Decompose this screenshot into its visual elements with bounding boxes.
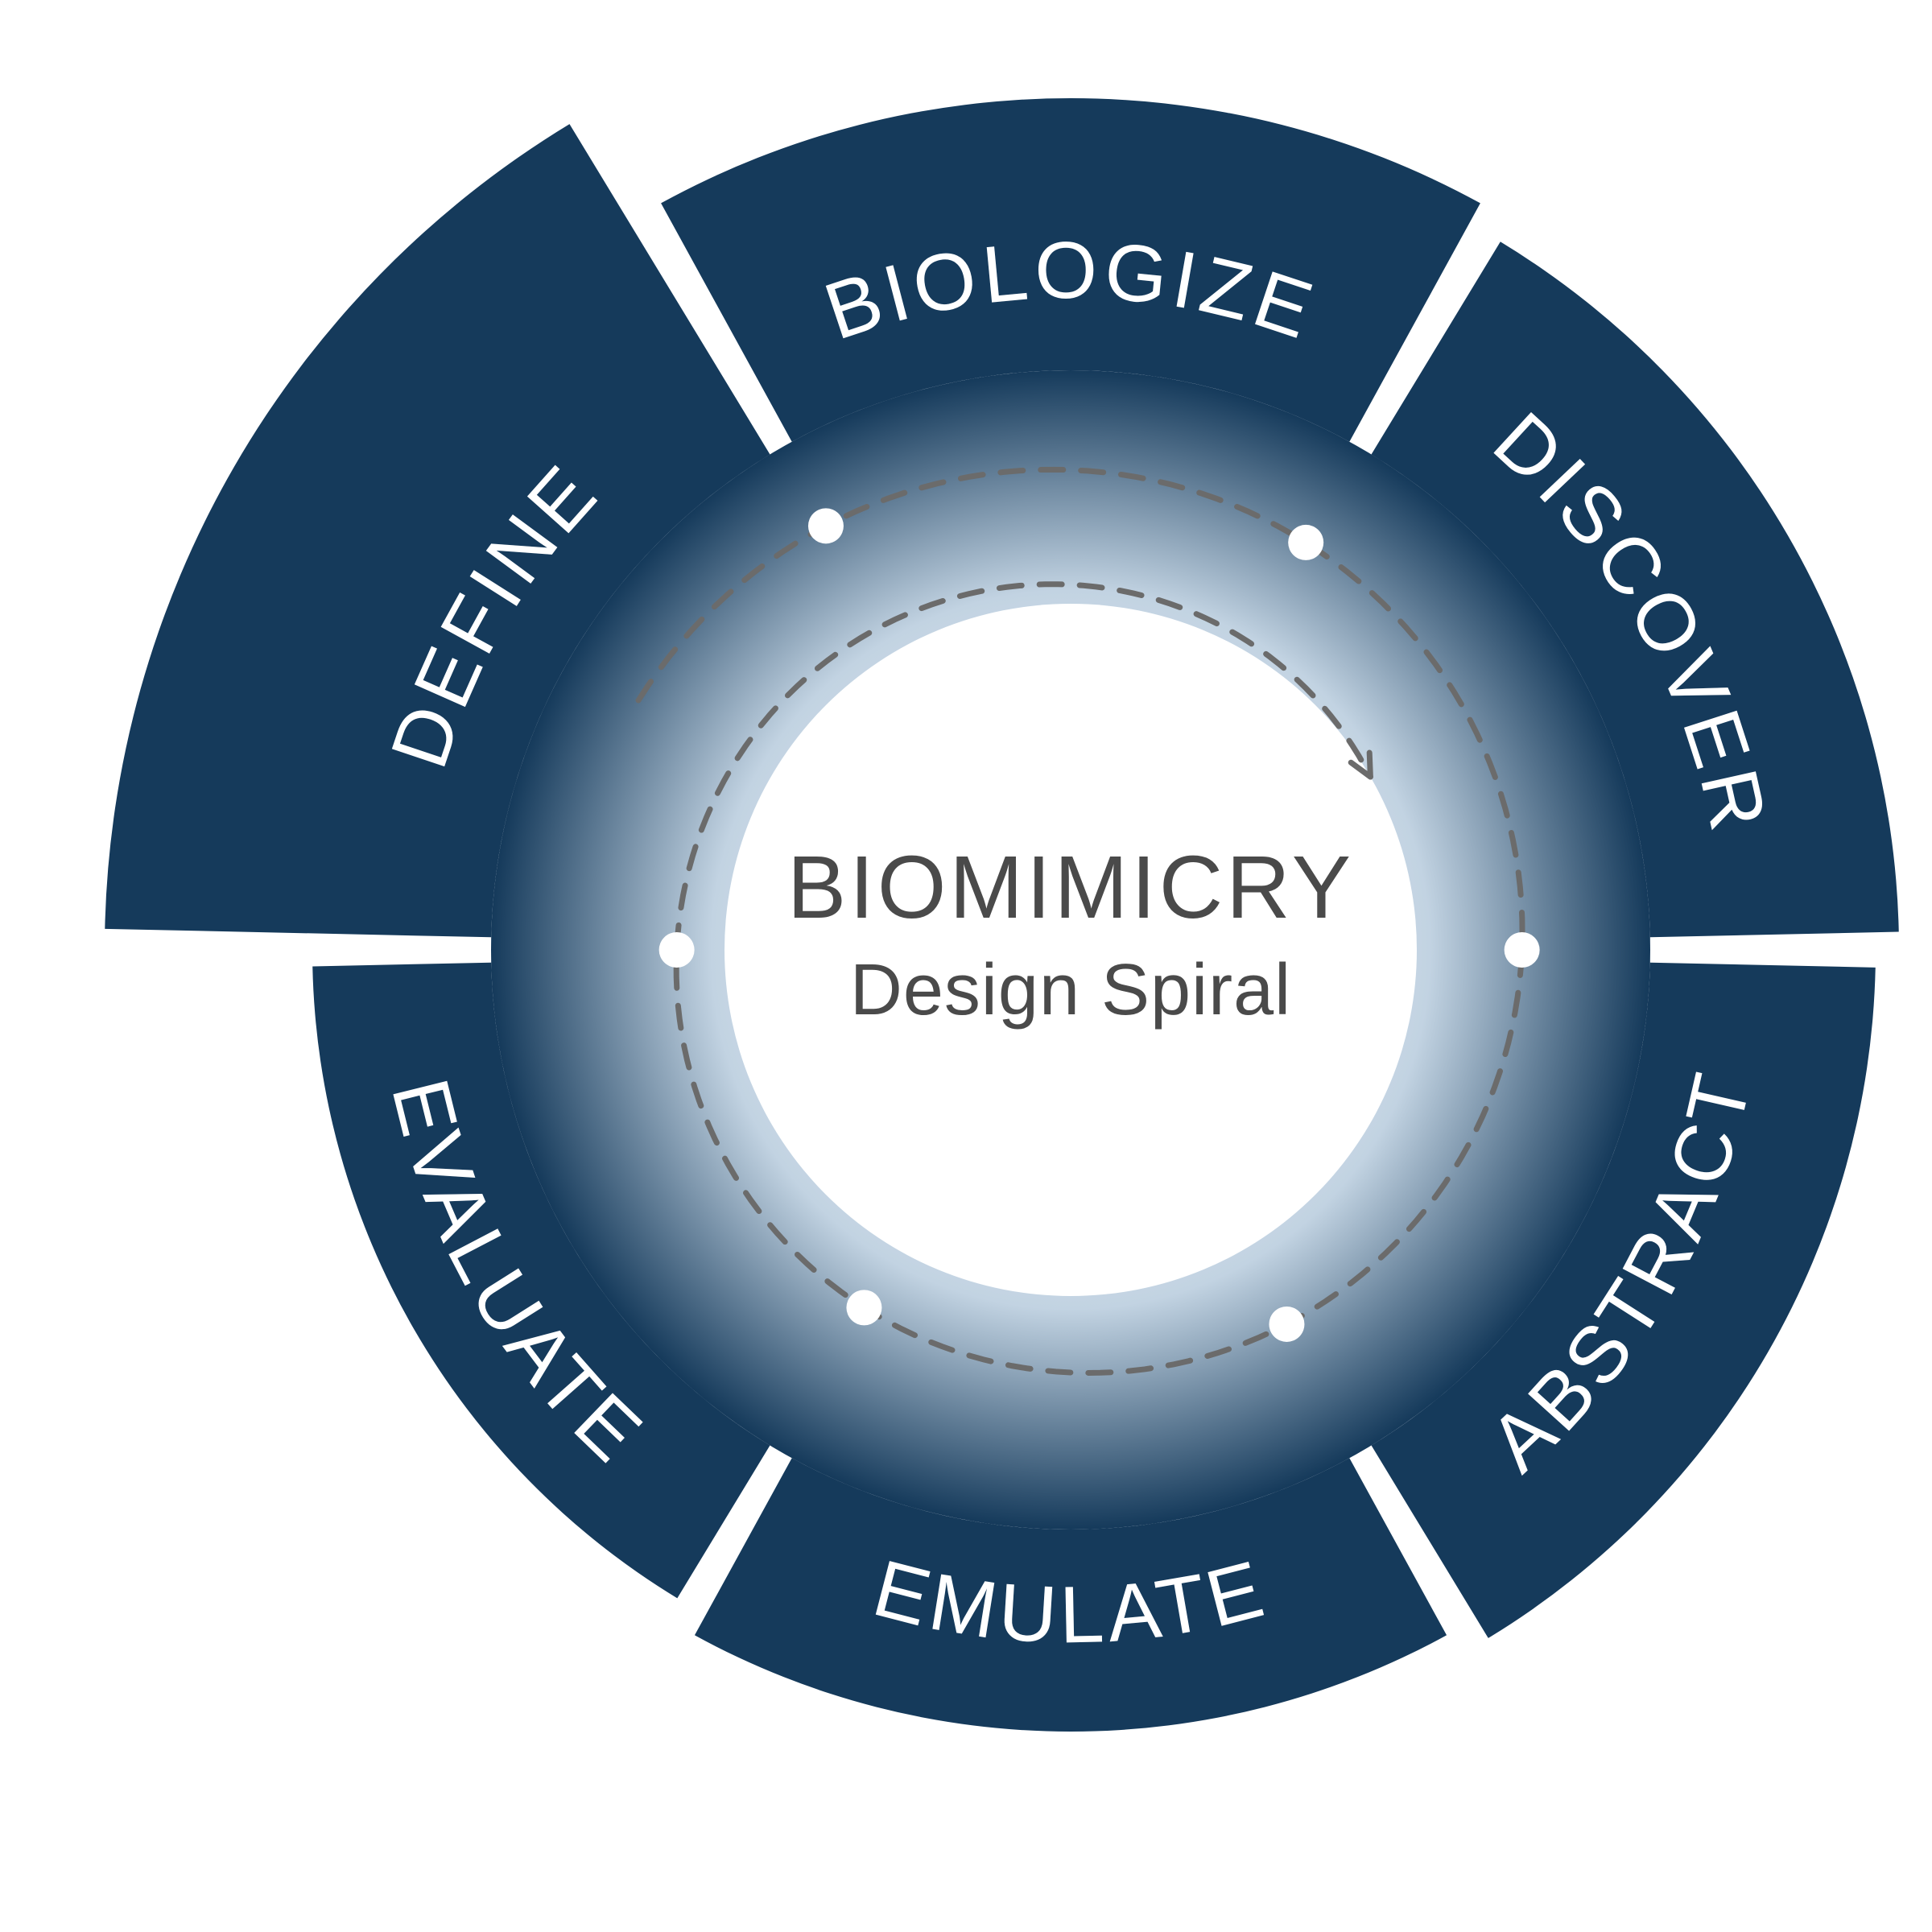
spiral-dot: [659, 932, 695, 968]
spiral-dot: [846, 1290, 881, 1325]
spiral-dot: [1505, 932, 1540, 968]
center-title: BIOMIMICRY: [787, 838, 1354, 937]
spiral-dot: [808, 508, 844, 543]
center-subtitle: Design Spiral: [850, 950, 1291, 1030]
spiral-dot: [1288, 525, 1323, 560]
spiral-dot: [1269, 1307, 1304, 1342]
